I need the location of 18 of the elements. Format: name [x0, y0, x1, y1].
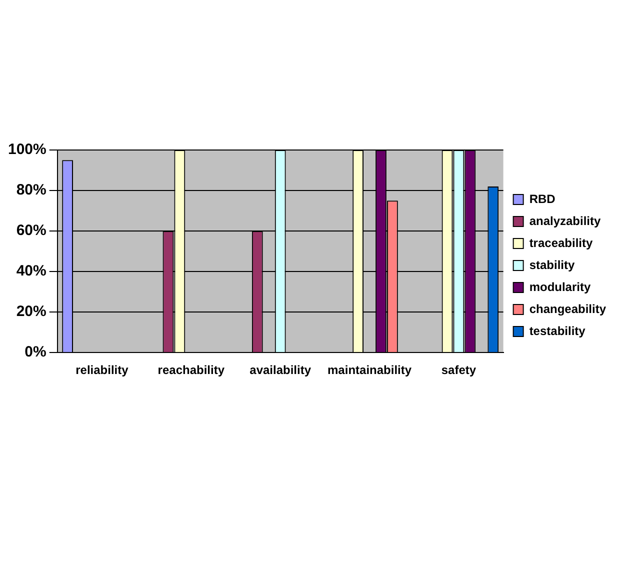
legend-label: changeability [529, 302, 606, 316]
x-tick-label: availability [250, 363, 312, 378]
x-tick-label: maintainability [328, 363, 412, 378]
y-tick-label: 0% [24, 344, 46, 361]
y-tick-label: 60% [16, 222, 46, 240]
y-tick-label: 20% [16, 303, 46, 320]
y-tick-label: 100% [8, 141, 46, 158]
legend-label: stability [529, 258, 575, 272]
x-tick-label: reachability [158, 363, 225, 378]
y-tick-label: 40% [16, 262, 46, 280]
legend-label: analyzability [529, 214, 601, 228]
y-tick-label: 80% [16, 182, 46, 199]
x-tick-label: reliability [76, 363, 129, 378]
legend-label: testability [529, 324, 586, 338]
x-tick-label: safety [441, 363, 476, 378]
legend-label: modularity [529, 280, 591, 294]
legend-label: traceability [529, 236, 593, 250]
legend-label: RBD [529, 192, 556, 206]
